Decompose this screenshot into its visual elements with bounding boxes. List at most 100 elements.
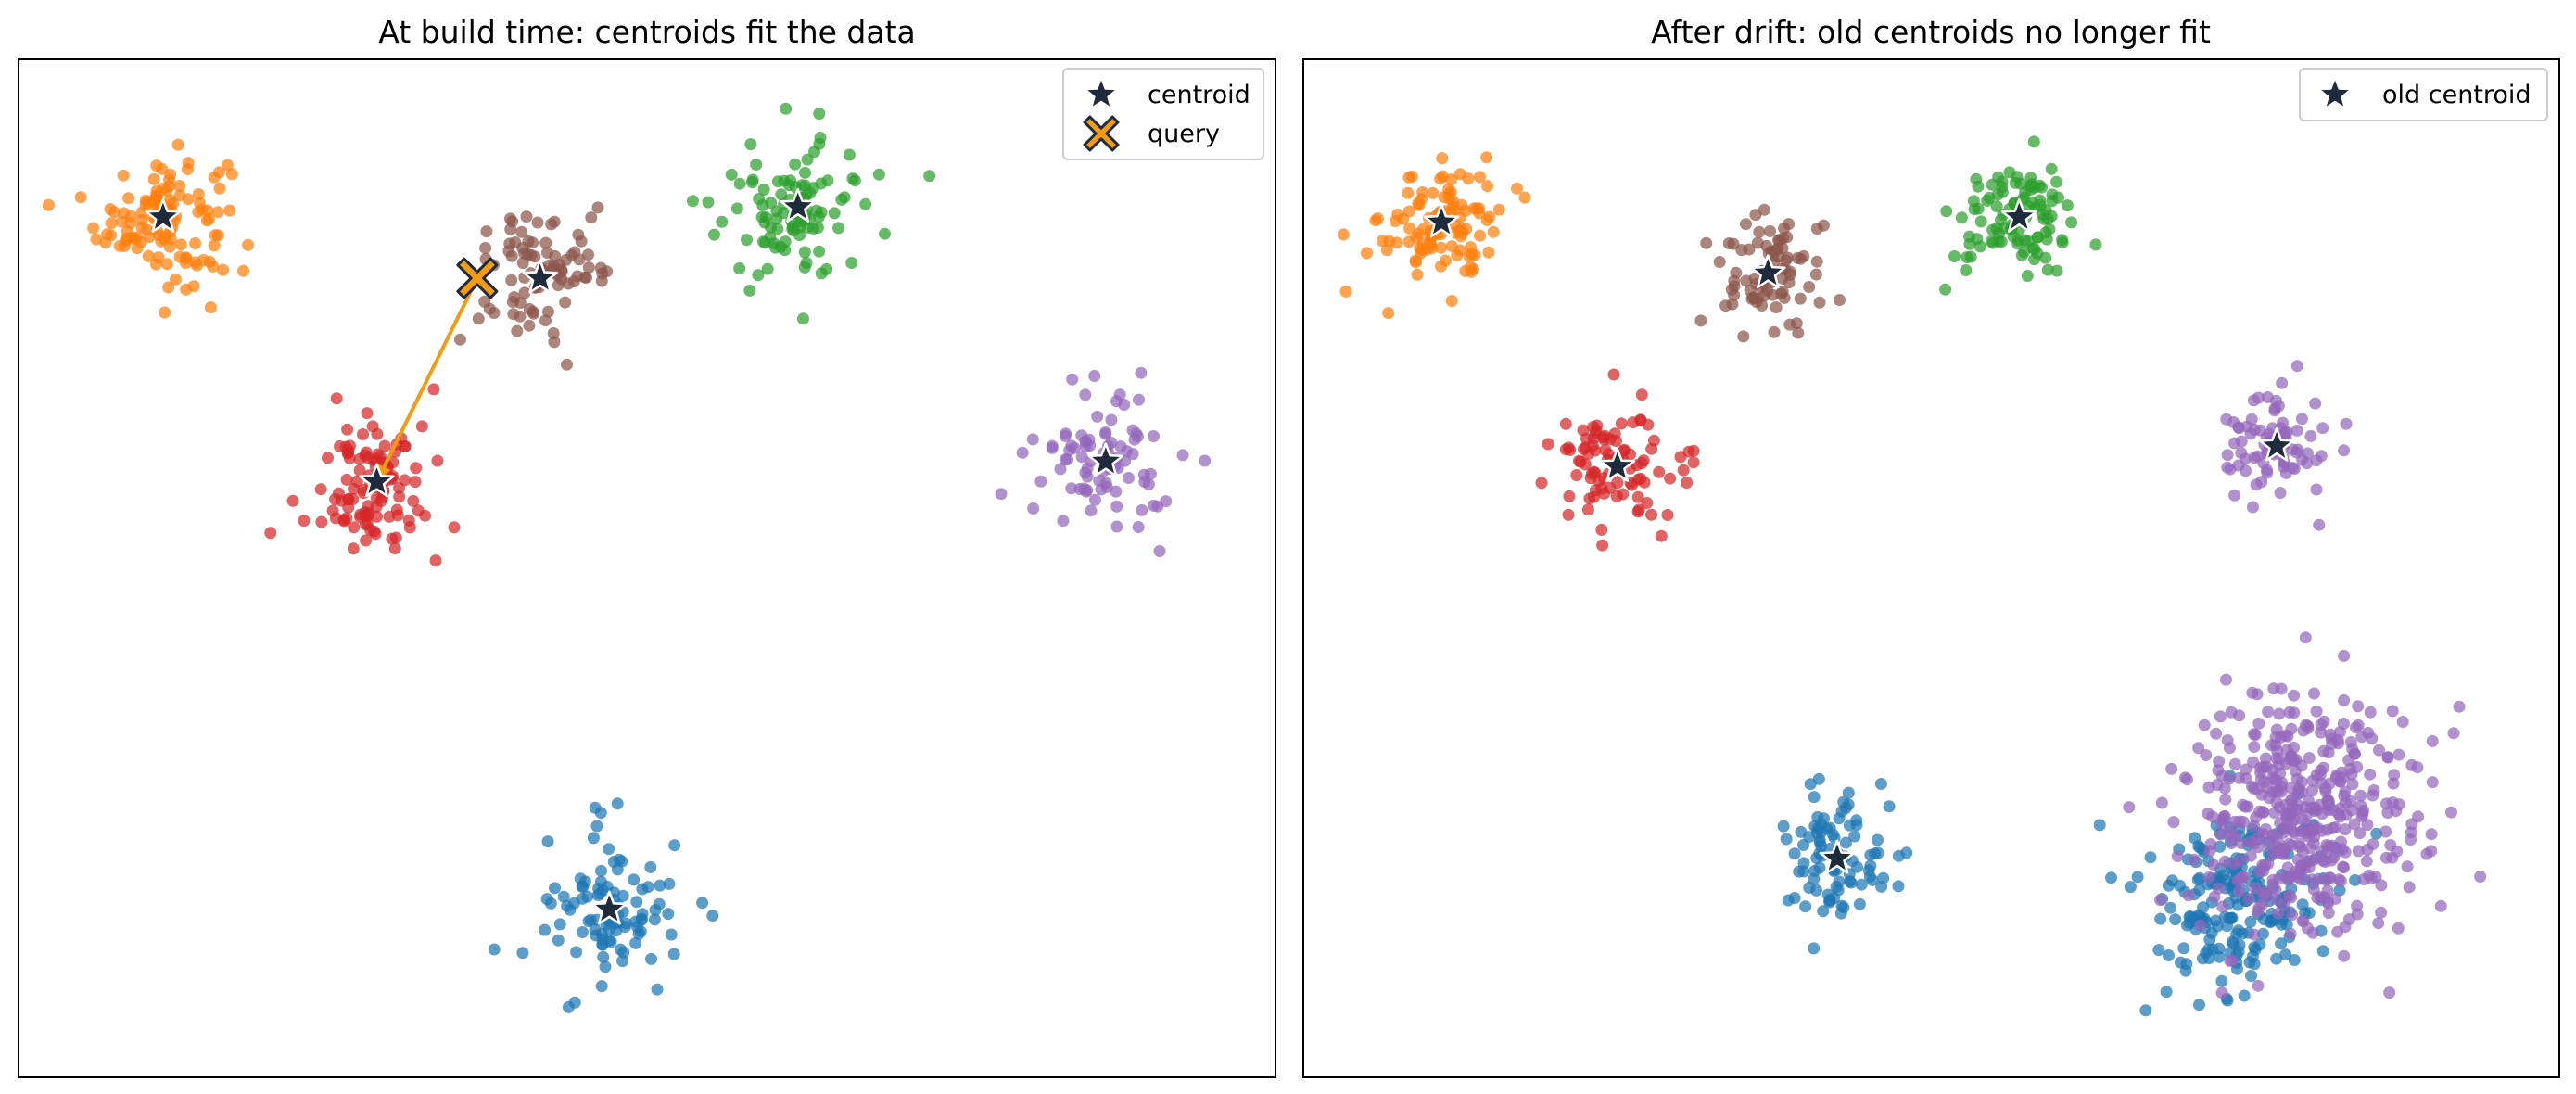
data-point-purple xyxy=(2247,782,2260,795)
data-point-brown xyxy=(549,249,562,262)
data-point-green xyxy=(828,207,841,220)
data-point-purple xyxy=(2321,795,2334,808)
data-point-purple xyxy=(2223,742,2236,755)
data-point-brown xyxy=(1768,325,1781,338)
data-point-orange xyxy=(1442,183,1455,196)
data-point-blue xyxy=(1855,878,1868,891)
data-point-orange xyxy=(147,194,160,207)
data-point-blue xyxy=(2193,841,2206,854)
data-point-purple xyxy=(2333,726,2346,739)
data-point-brown xyxy=(567,275,580,288)
data-point-orange xyxy=(135,221,148,234)
data-point-brown xyxy=(1740,274,1753,287)
data-point-purple xyxy=(2262,706,2275,719)
data-point-blue xyxy=(1834,907,1847,920)
data-point-green xyxy=(1981,195,1994,207)
data-point-purple xyxy=(2276,376,2289,389)
data-point-blue xyxy=(1808,864,1821,877)
data-point-purple xyxy=(2274,767,2287,780)
data-point-orange xyxy=(142,249,155,262)
data-point-purple xyxy=(2214,828,2227,841)
data-point-brown xyxy=(1794,292,1807,305)
data-point-orange xyxy=(189,237,202,249)
data-point-blue xyxy=(1782,894,1795,907)
data-point-purple xyxy=(2278,898,2290,911)
data-point-orange xyxy=(167,197,180,210)
data-point-red xyxy=(1645,508,1657,521)
data-point-purple xyxy=(2251,905,2264,918)
data-point-green xyxy=(1995,235,2008,248)
legend-star-icon xyxy=(2316,75,2354,110)
data-point-purple xyxy=(2198,719,2211,731)
data-point-orange xyxy=(223,204,236,217)
data-point-purple xyxy=(2286,909,2299,922)
data-point-blue xyxy=(1842,798,1855,811)
data-point-purple xyxy=(2200,749,2213,761)
data-point-purple xyxy=(1176,449,1189,462)
data-point-blue xyxy=(549,882,561,895)
data-point-blue xyxy=(2219,873,2232,886)
data-point-purple xyxy=(2271,846,2284,859)
data-point-red xyxy=(393,490,406,503)
data-point-red xyxy=(370,453,383,466)
centroid-star xyxy=(2258,426,2295,462)
data-point-orange xyxy=(163,240,176,253)
data-point-blue xyxy=(2105,871,2117,884)
data-point-purple xyxy=(2375,906,2388,919)
data-point-purple xyxy=(2294,862,2307,875)
data-point-purple xyxy=(2375,879,2388,892)
data-point-brown xyxy=(591,201,604,214)
data-point-purple xyxy=(2295,776,2308,789)
query-x xyxy=(456,257,499,299)
data-point-purple xyxy=(1068,441,1081,454)
data-point-blue xyxy=(2215,974,2228,987)
data-point-purple xyxy=(1110,520,1123,533)
data-point-green xyxy=(770,212,783,225)
data-point-blue xyxy=(1883,800,1896,813)
data-point-brown xyxy=(1803,281,1816,293)
data-point-blue xyxy=(2165,874,2178,887)
data-point-purple xyxy=(2401,860,2414,873)
data-point-brown xyxy=(520,210,533,223)
data-point-red xyxy=(315,515,328,528)
data-point-purple xyxy=(2346,778,2359,791)
data-point-brown xyxy=(1792,326,1805,339)
data-point-orange xyxy=(87,222,100,235)
legend-star xyxy=(1083,75,1120,110)
data-point-purple xyxy=(2339,823,2352,836)
data-point-green xyxy=(808,146,820,159)
data-point-red xyxy=(362,507,375,520)
data-point-purple xyxy=(1199,454,1212,467)
data-point-blue xyxy=(653,897,666,910)
data-point-purple xyxy=(2331,925,2344,938)
data-point-purple xyxy=(2352,700,2365,713)
data-point-purple xyxy=(2216,900,2229,913)
data-point-purple xyxy=(2453,700,2466,713)
data-point-orange xyxy=(105,229,118,242)
data-point-brown xyxy=(572,228,585,241)
data-point-blue xyxy=(2193,884,2206,897)
centroid-markers xyxy=(145,187,1124,925)
data-point-purple xyxy=(1132,521,1145,533)
data-point-brown xyxy=(511,324,524,337)
data-point-red xyxy=(1687,456,1700,469)
data-point-blue xyxy=(2244,915,2257,928)
data-point-brown xyxy=(531,216,544,229)
data-point-green xyxy=(779,235,792,248)
data-point-orange xyxy=(159,306,171,319)
data-point-orange xyxy=(217,263,229,276)
data-point-purple xyxy=(2284,927,2297,940)
data-point-orange xyxy=(150,159,163,172)
data-point-purple xyxy=(2285,807,2298,820)
data-point-orange xyxy=(1337,228,1350,241)
data-point-blue xyxy=(665,928,678,941)
data-point-blue xyxy=(2279,948,2292,961)
data-point-orange xyxy=(153,229,166,242)
data-point-purple xyxy=(2250,478,2263,491)
data-point-purple xyxy=(2326,839,2339,852)
data-point-purple xyxy=(2210,727,2223,740)
data-point-purple xyxy=(2252,979,2265,992)
data-point-purple xyxy=(2322,907,2335,920)
data-point-purple xyxy=(2278,822,2290,835)
data-point-blue xyxy=(557,890,570,903)
